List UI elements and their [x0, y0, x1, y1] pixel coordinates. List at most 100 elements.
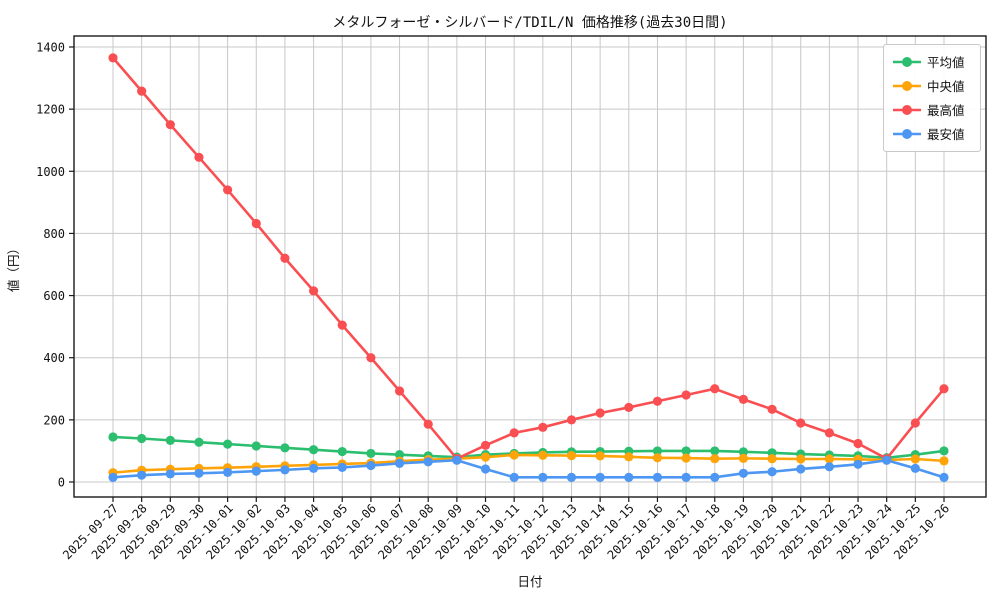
data-point [738, 447, 749, 457]
data-point [939, 456, 949, 466]
axis-layer: 02004006008001000120014002025-09-272025-… [36, 41, 952, 563]
series-line-3 [111, 458, 946, 479]
legend-item: 平均値 [892, 52, 972, 71]
y-tick-label: 400 [43, 351, 65, 365]
data-point [652, 472, 663, 482]
y-tick-label: 200 [43, 413, 65, 427]
data-point [652, 453, 663, 463]
data-point [223, 467, 233, 477]
data-point [280, 253, 290, 263]
data-point [137, 86, 147, 96]
data-point [853, 459, 863, 469]
data-point [108, 53, 118, 63]
legend-marker-icon [893, 80, 921, 91]
data-point [194, 468, 204, 478]
data-point [738, 394, 749, 404]
data-point [337, 462, 347, 472]
legend-marker-icon [893, 56, 921, 67]
data-point [767, 454, 777, 464]
data-point [824, 428, 834, 438]
data-point [624, 472, 634, 482]
data-point [137, 470, 147, 480]
data-point [480, 452, 491, 462]
data-point [194, 437, 204, 447]
series-line-0 [111, 435, 946, 460]
data-point [595, 451, 605, 461]
data-point [538, 422, 548, 432]
data-point [137, 433, 147, 444]
data-point [308, 463, 319, 473]
data-point [853, 438, 863, 449]
data-point [595, 408, 605, 418]
data-point [652, 396, 663, 406]
data-point [165, 435, 175, 445]
data-point [624, 402, 634, 413]
data-point [509, 472, 519, 482]
data-point [738, 468, 749, 478]
data-point [767, 467, 777, 477]
legend-marker-icon [893, 128, 921, 139]
data-point [939, 446, 949, 456]
data-point [509, 428, 519, 438]
data-point [939, 384, 949, 394]
legend-label: 最高値 [927, 103, 965, 118]
data-point [910, 454, 920, 464]
data-point [681, 472, 691, 482]
x-axis-label: 日付 [517, 574, 542, 589]
data-point [366, 460, 376, 471]
data-point [394, 450, 405, 460]
series-line-2 [111, 56, 946, 460]
legend-marker-icon [893, 104, 921, 115]
data-point [796, 418, 806, 428]
y-tick-label: 1200 [36, 103, 65, 117]
data-point [280, 465, 290, 475]
data-point [710, 472, 720, 482]
data-point [566, 472, 577, 482]
data-point [681, 446, 691, 456]
data-point [910, 463, 920, 473]
data-point [165, 469, 175, 479]
data-point [480, 440, 491, 450]
data-point [710, 454, 720, 464]
data-point [509, 450, 519, 460]
y-tick-label: 600 [43, 289, 65, 303]
legend-label: 中央値 [927, 79, 965, 94]
data-point [796, 464, 806, 474]
data-point [108, 472, 118, 482]
series-line-1 [111, 453, 946, 474]
y-tick-label: 1000 [36, 165, 65, 179]
data-point [538, 472, 548, 482]
data-point [710, 446, 720, 456]
chart-legend: 平均値 中央値 最高値 最安値 [883, 44, 981, 152]
data-point [767, 404, 777, 414]
data-point [480, 464, 491, 474]
data-point [681, 390, 691, 400]
data-point [337, 446, 347, 457]
data-point [165, 120, 175, 130]
legend-label: 平均値 [927, 55, 965, 70]
data-point [452, 455, 462, 465]
data-point [223, 185, 233, 195]
data-point [681, 453, 691, 463]
data-point [280, 443, 290, 453]
legend-item: 最高値 [892, 100, 972, 119]
y-tick-label: 1400 [36, 41, 65, 55]
legend-item: 中央値 [892, 76, 972, 95]
data-point [337, 320, 347, 330]
series-layer [108, 53, 949, 482]
data-point [223, 439, 233, 449]
data-point [394, 458, 405, 468]
data-point [595, 472, 605, 482]
data-point [824, 462, 834, 472]
data-point [394, 386, 405, 396]
data-point [308, 445, 319, 455]
data-point [423, 457, 433, 467]
data-point [108, 432, 118, 442]
data-point [251, 218, 261, 229]
data-point [710, 384, 720, 394]
data-point [366, 448, 376, 459]
data-point [308, 286, 319, 296]
chart-title: メタルフォーゼ・シルバード/TDIL/N 価格推移(過去30日間) [332, 15, 727, 31]
data-point [824, 454, 834, 464]
